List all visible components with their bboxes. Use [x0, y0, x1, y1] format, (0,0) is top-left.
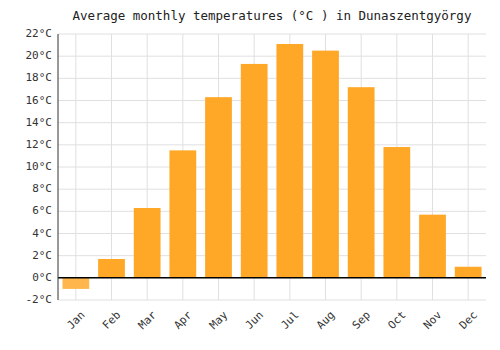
- y-tick-label: 10°C: [26, 160, 53, 173]
- y-tick-label: 20°C: [26, 49, 53, 62]
- y-axis: -2°C 0°C 2°C 4°C 6°C 8°C 10°C 12°C 14°C 16°C 18°C 2…: [26, 27, 53, 306]
- y-grid-line: [58, 300, 486, 301]
- x-axis: Jan Feb Mar Apr May Jun Jul Aug Sep Oct Nov Dec: [64, 308, 480, 332]
- y-grid-line: [58, 122, 486, 123]
- x-tick-label: Feb: [100, 309, 123, 332]
- x-tick-label: Jul: [278, 309, 301, 332]
- x-tick-label: Oct: [385, 309, 408, 332]
- zero-line: [58, 277, 486, 279]
- y-grid-line: [58, 167, 486, 168]
- x-tick-label: Aug: [314, 309, 337, 332]
- chart: -2°C 0°C 2°C 4°C 6°C 8°C 10°C 12°C 14°C 16°C 18°C 2…: [0, 0, 500, 350]
- x-tick-label: Dec: [457, 309, 480, 332]
- y-tick-label: 0°C: [32, 271, 52, 284]
- bar: [169, 150, 196, 277]
- bar: [134, 208, 161, 278]
- x-tick-label: May: [207, 308, 231, 332]
- x-tick-label: Jun: [243, 309, 266, 332]
- bar: [205, 97, 232, 278]
- y-tick-label: 4°C: [32, 227, 52, 240]
- y-grid-line: [58, 78, 486, 79]
- y-grid-line: [58, 100, 486, 101]
- bar: [98, 259, 125, 278]
- bar: [312, 51, 339, 278]
- y-grid-line: [58, 277, 486, 278]
- y-tick-label: 12°C: [26, 138, 53, 151]
- y-tick-label: 2°C: [32, 249, 52, 262]
- bar: [62, 278, 89, 289]
- bar: [419, 215, 446, 278]
- chart-container: -2°C 0°C 2°C 4°C 6°C 8°C 10°C 12°C 14°C 16°C 18°C 2…: [0, 0, 500, 350]
- y-grid-line: [58, 189, 486, 190]
- bar: [383, 147, 410, 278]
- y-tick-label: -2°C: [26, 293, 53, 306]
- y-tick-label: 8°C: [32, 182, 52, 195]
- y-grid-line: [58, 56, 486, 57]
- bars: [62, 44, 481, 289]
- y-axis-line: [58, 34, 59, 300]
- bar: [241, 64, 268, 278]
- grid: [58, 34, 486, 300]
- x-tick-label: Mar: [136, 308, 160, 332]
- x-tick-label: Apr: [171, 308, 195, 332]
- x-tick-label: Jan: [64, 309, 87, 332]
- x-grid-line: [75, 34, 76, 300]
- y-tick-label: 18°C: [26, 71, 53, 84]
- y-tick-label: 16°C: [26, 94, 53, 107]
- y-grid-line: [58, 211, 486, 212]
- x-grid-line: [468, 34, 469, 300]
- y-tick-label: 14°C: [26, 116, 53, 129]
- bar: [276, 44, 303, 278]
- y-tick-label: 22°C: [26, 27, 53, 40]
- y-tick-label: 6°C: [32, 204, 52, 217]
- x-tick-label: Sep: [350, 309, 373, 332]
- title: Average monthly temperatures (°C ) in Du…: [73, 8, 472, 23]
- bar: [455, 267, 482, 278]
- y-grid-line: [58, 144, 486, 145]
- y-grid-line: [58, 34, 486, 35]
- x-tick-label: Nov: [421, 308, 445, 332]
- bar: [348, 87, 375, 278]
